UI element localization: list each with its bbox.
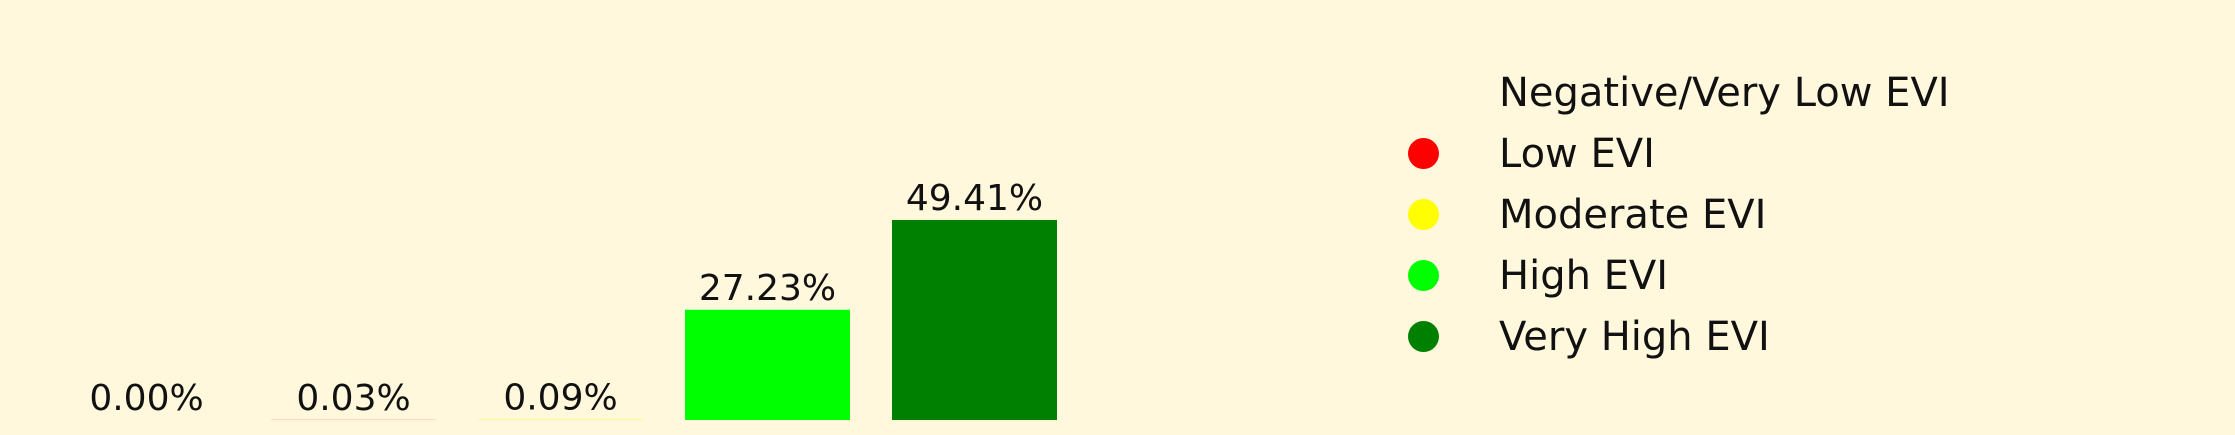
legend-marker-icon	[1408, 260, 1439, 291]
legend-label: High EVI	[1499, 252, 1669, 299]
legend-item: Very High EVI	[1395, 306, 1950, 367]
bar-value-label: 27.23%	[699, 268, 836, 309]
legend-item: Low EVI	[1395, 123, 1950, 184]
legend: Negative/Very Low EVI Low EVI Moderate EVI…	[1395, 62, 1950, 367]
legend-marker-icon	[1408, 77, 1439, 108]
bar-value-label: 0.09%	[503, 378, 617, 419]
legend-label: Very High EVI	[1499, 313, 1770, 360]
legend-marker-icon	[1408, 321, 1439, 352]
legend-label: Moderate EVI	[1499, 191, 1767, 238]
legend-label: Low EVI	[1499, 130, 1655, 177]
bar-5	[892, 220, 1057, 420]
bar-value-label: 49.41%	[906, 178, 1043, 219]
legend-item: Negative/Very Low EVI	[1395, 62, 1950, 123]
bar-value-label: 0.03%	[296, 378, 410, 419]
bar-4	[685, 309, 850, 420]
legend-item: Moderate EVI	[1395, 184, 1950, 245]
legend-item: High EVI	[1395, 245, 1950, 306]
legend-marker-icon	[1408, 138, 1439, 169]
legend-marker-icon	[1408, 199, 1439, 230]
legend-label: Negative/Very Low EVI	[1499, 69, 1950, 116]
bar-value-label: 0.00%	[89, 378, 203, 419]
